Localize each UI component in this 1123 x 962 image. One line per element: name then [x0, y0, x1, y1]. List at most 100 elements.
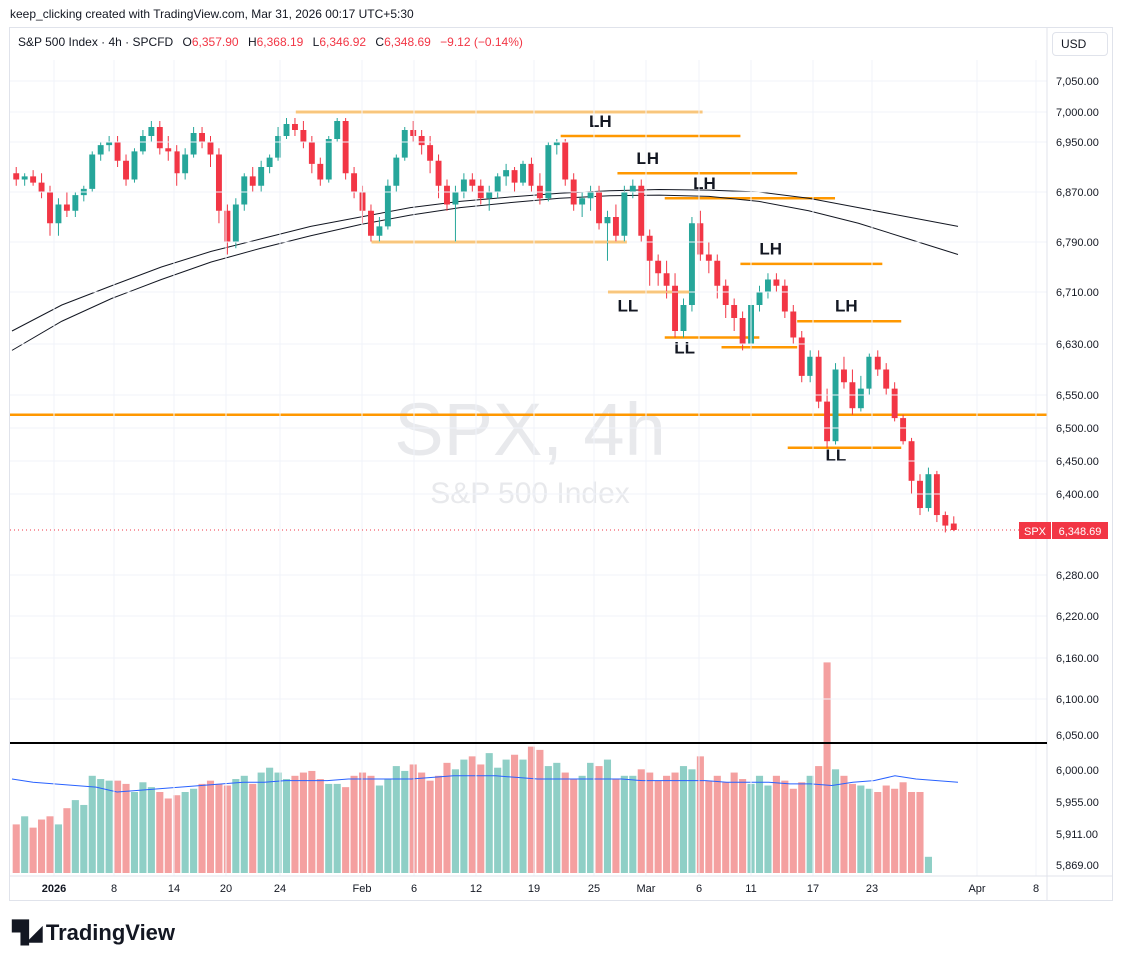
- candle-body: [199, 133, 206, 142]
- candle-body: [925, 474, 932, 509]
- candle-body: [452, 192, 459, 205]
- volume-bar: [713, 775, 721, 873]
- price-tick-label: 6,710.00: [1056, 287, 1099, 299]
- candle: [291, 118, 298, 136]
- volume-bar: [781, 780, 789, 873]
- candle: [739, 311, 746, 351]
- candle-body: [55, 204, 62, 224]
- volume-bar: [502, 759, 510, 873]
- volume-bar: [384, 779, 392, 873]
- volume-bar: [916, 792, 924, 873]
- candle: [224, 204, 231, 255]
- volume-bar: [663, 775, 671, 873]
- swing-label: LL: [826, 446, 847, 465]
- volume-bar: [358, 772, 367, 873]
- volume-bar: [325, 783, 333, 873]
- volume-bar: [485, 753, 493, 873]
- time-tick-label: 11: [745, 883, 756, 895]
- volume-bar: [266, 767, 274, 873]
- low-label: L: [312, 35, 320, 49]
- candle-body: [714, 260, 721, 286]
- volume-bar: [223, 785, 231, 873]
- candle: [351, 167, 358, 199]
- price-tick-label: 7,000.00: [1056, 107, 1099, 119]
- candle: [672, 273, 679, 338]
- candle: [165, 136, 172, 161]
- candle: [908, 437, 915, 494]
- candle-body: [621, 192, 628, 236]
- volume-bar: [139, 782, 147, 873]
- volume-bar: [114, 780, 122, 873]
- candle-body: [89, 154, 96, 189]
- candle-body: [190, 133, 197, 155]
- candle: [764, 273, 771, 299]
- volume-bar: [232, 779, 240, 873]
- candle-body: [773, 279, 780, 286]
- swing-label: LH: [636, 149, 659, 168]
- volume-bar: [764, 785, 772, 873]
- candle: [933, 470, 940, 523]
- candle-body: [317, 163, 324, 180]
- volume-bar: [29, 827, 37, 873]
- price-tick-label: 7,050.00: [1056, 76, 1099, 88]
- candle: [874, 350, 881, 376]
- volume-bar: [375, 785, 383, 873]
- candle-body: [165, 148, 172, 152]
- candle-body: [401, 130, 408, 158]
- price-tick-label: 6,000.00: [1056, 765, 1099, 777]
- candle-body: [520, 163, 526, 183]
- candle-body: [106, 142, 113, 146]
- candle-body: [325, 139, 332, 180]
- price-tick-label: 6,220.00: [1056, 611, 1099, 623]
- price-tick-label: 5,869.00: [1056, 860, 1099, 872]
- candle-body: [629, 185, 636, 192]
- volume-bar: [274, 772, 282, 873]
- volume-bar: [798, 782, 806, 873]
- swing-label: LH: [835, 297, 858, 316]
- candle-body: [900, 418, 907, 442]
- candle: [199, 127, 206, 149]
- volume-bar: [544, 766, 552, 873]
- volume-bar: [299, 772, 307, 873]
- volume-bar: [739, 779, 747, 873]
- candle: [849, 369, 856, 415]
- candle: [790, 305, 797, 344]
- tradingview-brand[interactable]: ▜◢ TradingView: [12, 920, 175, 946]
- volume-bar: [561, 772, 569, 873]
- candle: [925, 467, 932, 512]
- candle: [460, 173, 467, 199]
- candle-body: [21, 176, 28, 180]
- candle: [63, 192, 70, 217]
- candle-body: [781, 285, 788, 312]
- symbol-legend: S&P 500 Index · 4h · SPCFD O6,357.90 H6,…: [18, 35, 523, 49]
- candle: [705, 242, 712, 274]
- symbol-name[interactable]: S&P 500 Index · 4h · SPCFD: [18, 35, 174, 49]
- candle: [883, 363, 890, 395]
- candle-body: [258, 167, 265, 186]
- price-tick-label: 6,500.00: [1056, 423, 1099, 435]
- candle-body: [215, 154, 222, 211]
- volume-bar: [401, 770, 409, 873]
- volume-bar: [173, 795, 181, 873]
- candle: [469, 173, 476, 192]
- volume-bar: [434, 775, 443, 873]
- currency-button[interactable]: USD: [1052, 32, 1108, 56]
- price-tick-label: 6,100.00: [1056, 694, 1099, 706]
- swing-label: LL: [617, 297, 638, 316]
- time-tick-label: 20: [220, 883, 232, 895]
- open-label: O: [182, 35, 192, 49]
- moving-average-line: [11, 194, 959, 351]
- volume-bar: [122, 783, 130, 873]
- volume-bar: [21, 816, 29, 873]
- volume-bar: [857, 785, 865, 873]
- candle: [866, 353, 873, 395]
- candle-body: [874, 356, 881, 370]
- candle-body: [173, 151, 180, 174]
- candle-body: [308, 142, 315, 164]
- candle: [173, 145, 180, 186]
- candle-body: [63, 204, 70, 211]
- candle: [30, 170, 37, 186]
- volume-bar: [705, 780, 713, 873]
- candle: [655, 254, 662, 286]
